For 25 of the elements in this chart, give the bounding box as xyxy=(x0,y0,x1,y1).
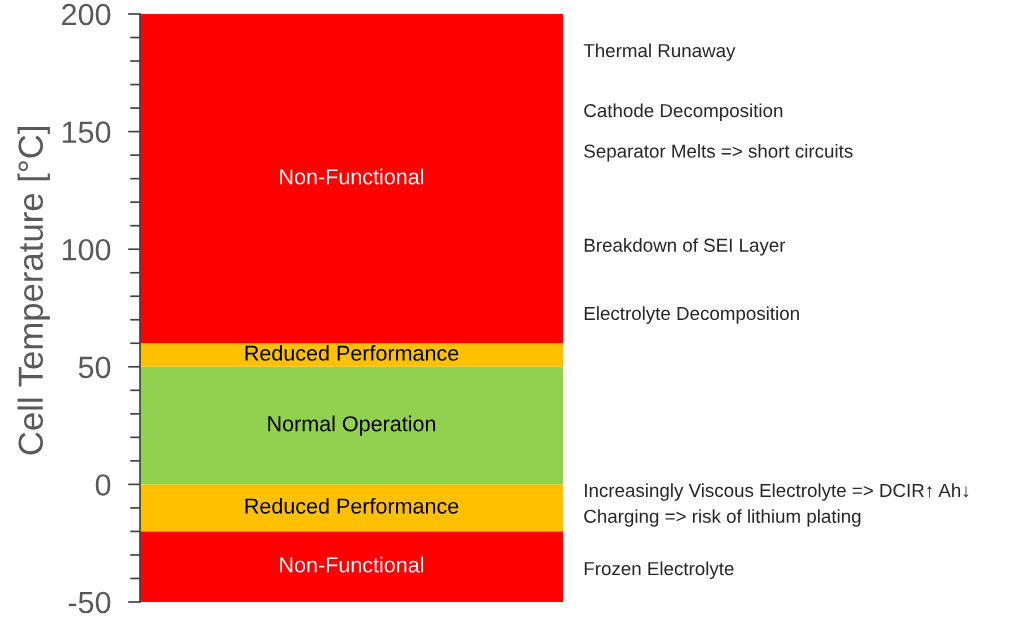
bar xyxy=(140,531,563,602)
text: Charging => risk of lithium plating xyxy=(584,509,861,527)
y-axis-title: Cell Temperature [°C] xyxy=(17,126,50,455)
text: Increasingly Viscous Electrolyte => DCIR↑ Ah↓ xyxy=(585,483,969,501)
y-tick-label: -50 xyxy=(68,591,111,614)
text: Thermal Runaway xyxy=(583,43,736,61)
series-label: Reduced Performance xyxy=(245,345,459,361)
y-tick-label: 150 xyxy=(62,121,111,143)
bar xyxy=(140,366,563,485)
series-label: Normal Operation xyxy=(268,415,436,436)
bar xyxy=(140,484,563,532)
series-label: Non-Functional xyxy=(280,556,424,573)
text: Frozen Electrolyte xyxy=(584,561,734,579)
text: Breakdown of SEI Layer xyxy=(584,238,786,256)
bar xyxy=(140,14,563,344)
text: Electrolyte Decomposition xyxy=(584,306,799,324)
bar xyxy=(140,343,563,367)
series-label: Reduced Performance xyxy=(245,497,459,514)
y-tick-label: 50 xyxy=(78,356,111,379)
text: Separator Melts => short circuits xyxy=(584,144,853,162)
series-label: Non-Functional xyxy=(280,168,424,185)
y-tick-label: 100 xyxy=(62,238,111,261)
text: Cathode Decomposition xyxy=(584,103,783,121)
y-tick-label: 200 xyxy=(62,3,111,26)
y-tick-label: 0 xyxy=(95,474,111,496)
